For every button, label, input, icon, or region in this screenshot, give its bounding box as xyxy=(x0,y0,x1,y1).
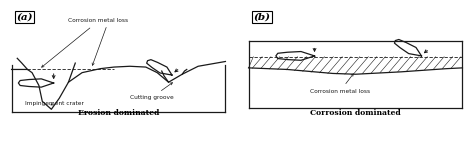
Text: (b): (b) xyxy=(253,12,270,21)
Text: (a): (a) xyxy=(16,12,33,21)
Text: Cutting groove: Cutting groove xyxy=(130,83,173,100)
Text: Corrosion metal loss: Corrosion metal loss xyxy=(310,74,370,94)
Text: Impingement crater: Impingement crater xyxy=(25,101,84,106)
Text: Corrosion dominated: Corrosion dominated xyxy=(310,109,401,117)
Text: Erosion dominated: Erosion dominated xyxy=(78,109,159,117)
Text: Corrosion metal loss: Corrosion metal loss xyxy=(42,18,128,67)
